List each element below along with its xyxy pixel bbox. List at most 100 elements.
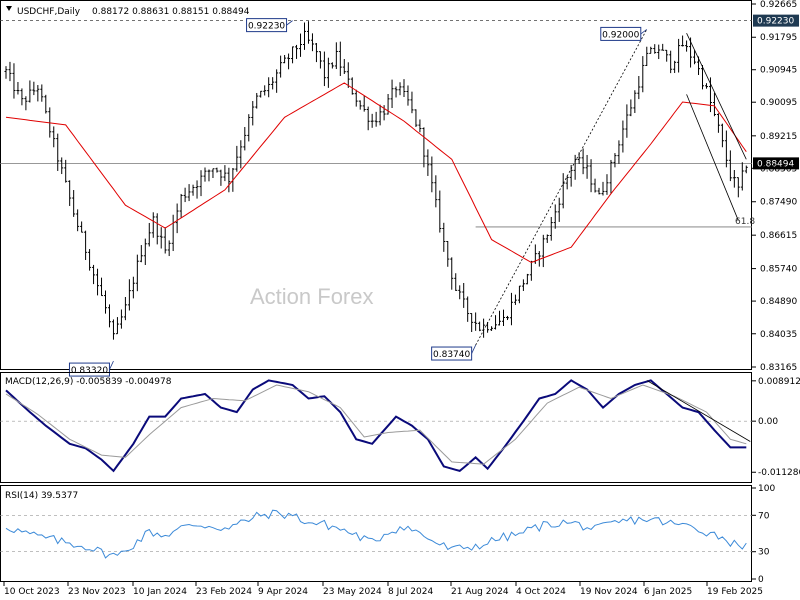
price-bar bbox=[346, 62, 350, 88]
macd-axis: 0.008912 0.00 -0.011286 bbox=[752, 377, 800, 478]
price-bar bbox=[279, 55, 283, 78]
price-bar bbox=[111, 319, 115, 340]
price-bar bbox=[76, 209, 80, 232]
price-bar bbox=[669, 50, 673, 74]
price-bar bbox=[203, 167, 207, 182]
date-tick-label: 19 Feb 2025 bbox=[707, 587, 763, 597]
price-bar bbox=[275, 69, 279, 93]
price-tick-label: 0.90095 bbox=[760, 98, 797, 108]
price-bar bbox=[724, 130, 728, 168]
price-tick-label: 0.84035 bbox=[760, 330, 797, 340]
price-bar bbox=[64, 159, 68, 183]
price-bar bbox=[657, 44, 661, 60]
price-bar bbox=[72, 190, 76, 217]
price-bar bbox=[474, 312, 478, 331]
price-bar bbox=[693, 50, 697, 65]
ohlc-values: 0.88172 0.88631 0.88151 0.88494 bbox=[92, 7, 250, 17]
price-bar bbox=[24, 96, 28, 111]
price-bar bbox=[20, 88, 24, 106]
price-bar bbox=[326, 57, 330, 88]
price-bar bbox=[107, 304, 111, 328]
price-bar bbox=[736, 177, 740, 198]
price-bar bbox=[478, 321, 482, 332]
price-bar bbox=[318, 51, 322, 69]
price-tick-label: 0.86615 bbox=[760, 231, 797, 241]
rsi-tick-label: 100 bbox=[758, 484, 775, 494]
level-tag-label: 0.88494 bbox=[757, 159, 794, 169]
price-bar bbox=[685, 40, 689, 52]
date-tick-label: 21 Aug 2024 bbox=[451, 587, 509, 597]
price-bar bbox=[446, 240, 450, 267]
price-bar bbox=[458, 285, 462, 300]
annotation-label: 0.92230 bbox=[248, 22, 285, 32]
price-bar bbox=[498, 310, 502, 326]
price-bar bbox=[263, 85, 267, 96]
price-bar bbox=[394, 86, 398, 98]
price-bar bbox=[517, 285, 521, 304]
price-bar bbox=[525, 273, 529, 285]
price-bar bbox=[310, 33, 314, 52]
price-bar bbox=[621, 120, 625, 153]
price-bar bbox=[370, 113, 374, 128]
price-bar bbox=[625, 104, 629, 138]
price-bar bbox=[585, 154, 589, 179]
macd-line bbox=[5, 379, 747, 473]
price-bar bbox=[490, 326, 494, 331]
price-bar bbox=[653, 44, 657, 54]
price-bar bbox=[358, 100, 362, 110]
price-bar bbox=[617, 140, 621, 164]
price-bar bbox=[442, 222, 446, 252]
signal-line bbox=[5, 384, 747, 465]
price-bar bbox=[366, 106, 370, 131]
price-bar bbox=[521, 279, 525, 291]
price-bar bbox=[466, 296, 470, 322]
price-bar bbox=[187, 184, 191, 202]
price-bar bbox=[509, 292, 513, 326]
price-bar bbox=[744, 165, 748, 174]
level-tag-label: 0.92230 bbox=[757, 17, 794, 27]
date-tick-label: 10 Jan 2024 bbox=[133, 587, 187, 597]
price-bar bbox=[88, 249, 92, 271]
price-bar bbox=[131, 276, 135, 299]
price-bar bbox=[115, 317, 119, 335]
macd-tick-label: -0.011286 bbox=[758, 468, 800, 478]
price-bar bbox=[502, 309, 505, 326]
collapse-triangle-icon[interactable] bbox=[6, 6, 12, 11]
price-bar bbox=[167, 240, 171, 257]
price-bar bbox=[740, 162, 744, 191]
price-bar bbox=[219, 169, 223, 186]
price-bar bbox=[123, 296, 127, 321]
price-bar bbox=[4, 66, 8, 79]
price-bar bbox=[414, 109, 418, 127]
price-bar bbox=[147, 222, 151, 247]
price-bar bbox=[283, 55, 287, 64]
price-bar bbox=[450, 257, 454, 290]
price-bar bbox=[494, 315, 498, 330]
price-bar bbox=[597, 187, 601, 195]
price-bar bbox=[681, 35, 685, 47]
price-bar bbox=[637, 76, 641, 100]
date-tick-label: 8 Jul 2024 bbox=[388, 587, 433, 597]
rsi-line bbox=[5, 509, 747, 559]
price-bar bbox=[68, 180, 72, 206]
price-bar bbox=[179, 193, 183, 218]
price-bar bbox=[633, 90, 637, 114]
price-bar bbox=[227, 167, 231, 193]
rsi-title: RSI(14) 39.5377 bbox=[5, 491, 78, 501]
price-bar bbox=[537, 251, 541, 267]
price-bar bbox=[712, 92, 716, 117]
price-bar bbox=[334, 42, 338, 70]
date-tick-label: 23 May 2024 bbox=[323, 587, 382, 597]
rsi-panel-frame bbox=[0, 485, 752, 582]
price-bar bbox=[697, 56, 701, 76]
price-bar bbox=[155, 213, 159, 245]
watermark: Action Forex bbox=[250, 284, 374, 309]
price-bar bbox=[438, 190, 442, 233]
price-bar bbox=[350, 77, 354, 95]
price-bar bbox=[255, 92, 259, 109]
price-bar bbox=[362, 95, 366, 112]
price-bar bbox=[629, 99, 633, 117]
price-tick-label: 0.87490 bbox=[760, 198, 797, 208]
price-bar bbox=[16, 82, 20, 95]
price-tick-label: 0.83165 bbox=[760, 363, 797, 373]
